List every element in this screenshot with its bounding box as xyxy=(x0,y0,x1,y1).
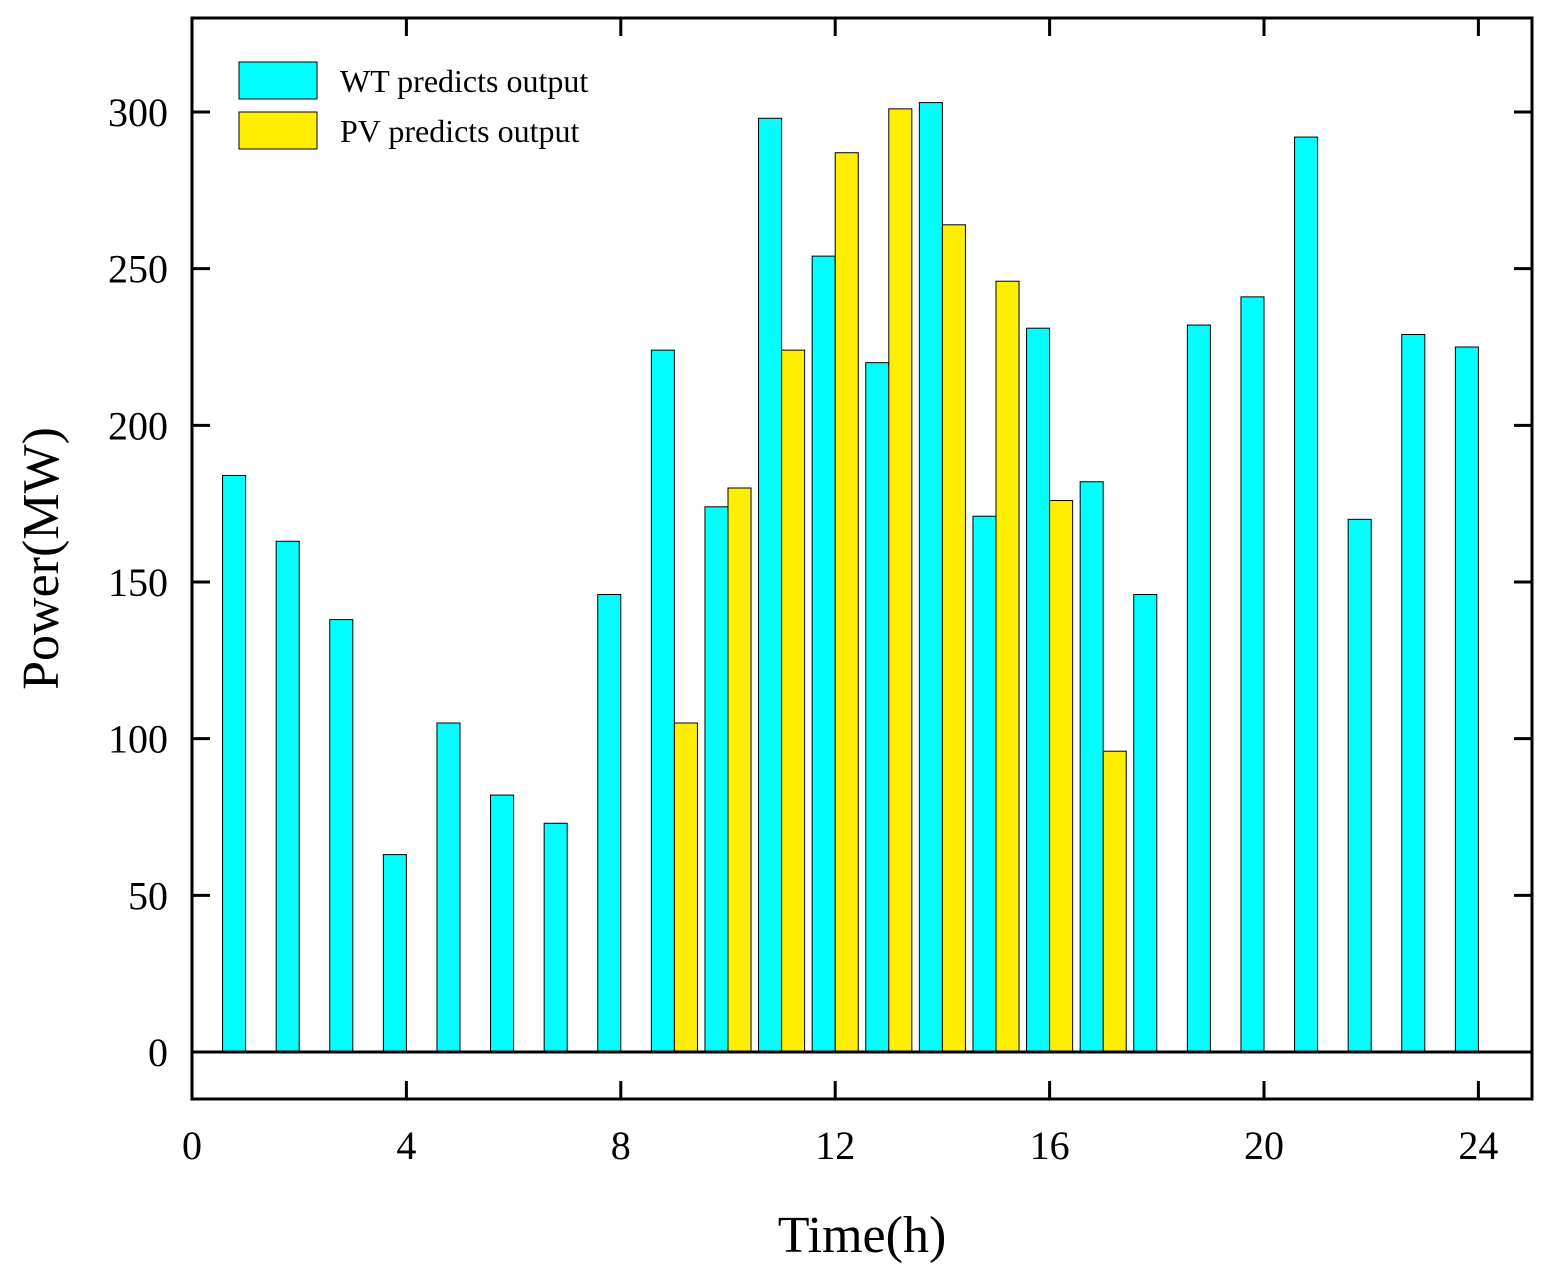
wt-bar-15 xyxy=(972,515,997,1053)
pv-bar-13 xyxy=(888,108,913,1053)
x-tick-label: 12 xyxy=(815,1123,855,1168)
x-tick-label: 20 xyxy=(1244,1123,1284,1168)
wt-bar-23 xyxy=(1401,333,1426,1053)
y-tick-label: 100 xyxy=(108,717,168,762)
pv-bar-14 xyxy=(941,224,966,1053)
pv-bar-9 xyxy=(673,722,698,1053)
pv-bar-12 xyxy=(834,152,859,1053)
wt-bar-14 xyxy=(918,102,943,1053)
x-tick-label: 4 xyxy=(396,1123,416,1168)
legend-swatch-wt xyxy=(238,61,318,100)
pv-bar-16 xyxy=(1049,500,1074,1053)
wt-bar-8 xyxy=(597,594,622,1053)
x-axis-title: Time(h) xyxy=(778,1207,947,1264)
y-tick-label: 200 xyxy=(108,403,168,448)
wt-bar-16 xyxy=(1026,327,1051,1053)
x-tick-label: 8 xyxy=(611,1123,631,1168)
wt-bar-2 xyxy=(275,540,300,1053)
legend: WT predicts output PV predicts output xyxy=(238,61,588,150)
y-tick-label: 300 xyxy=(108,90,168,135)
wt-bar-22 xyxy=(1347,518,1372,1053)
pv-bar-17 xyxy=(1102,750,1127,1053)
wt-bar-17 xyxy=(1079,481,1104,1053)
pv-bar-11 xyxy=(781,349,806,1053)
wt-bar-20 xyxy=(1240,296,1265,1053)
wt-bar-10 xyxy=(704,506,729,1053)
y-tick-label: 150 xyxy=(108,560,168,605)
bars-layer xyxy=(222,102,1479,1053)
wt-bar-3 xyxy=(329,619,354,1053)
y-tick-label: 0 xyxy=(148,1030,168,1075)
y-tick-label: 250 xyxy=(108,247,168,292)
y-tick-label: 50 xyxy=(128,873,168,918)
plot-frame xyxy=(190,16,1534,1101)
wt-bar-12 xyxy=(811,255,836,1053)
legend-swatch-pv xyxy=(238,111,318,150)
wt-bar-19 xyxy=(1186,324,1211,1053)
wt-bar-7 xyxy=(543,822,568,1053)
wt-bar-5 xyxy=(436,722,461,1053)
wt-bar-6 xyxy=(490,794,515,1053)
wt-bar-21 xyxy=(1294,136,1319,1053)
legend-label-wt: WT predicts output xyxy=(340,63,588,99)
pv-bar-15 xyxy=(995,280,1020,1053)
x-tick-label: 24 xyxy=(1458,1123,1498,1168)
wt-bar-4 xyxy=(382,854,407,1053)
wt-bar-13 xyxy=(865,362,890,1053)
legend-label-pv: PV predicts output xyxy=(340,113,580,149)
wt-bar-18 xyxy=(1133,594,1158,1053)
x-tick-label: 0 xyxy=(182,1123,202,1168)
wt-bar-9 xyxy=(650,349,675,1053)
pv-bar-10 xyxy=(727,487,752,1053)
wt-bar-11 xyxy=(758,117,783,1053)
wt-bar-1 xyxy=(222,474,247,1053)
ticks-layer: 0 4 8 12 16 20 24 0 50 100 150 200 250 300 xyxy=(108,18,1532,1168)
wt-bar-24 xyxy=(1454,346,1479,1053)
y-axis-title: Power(MW) xyxy=(13,427,70,690)
x-tick-label: 16 xyxy=(1030,1123,1070,1168)
